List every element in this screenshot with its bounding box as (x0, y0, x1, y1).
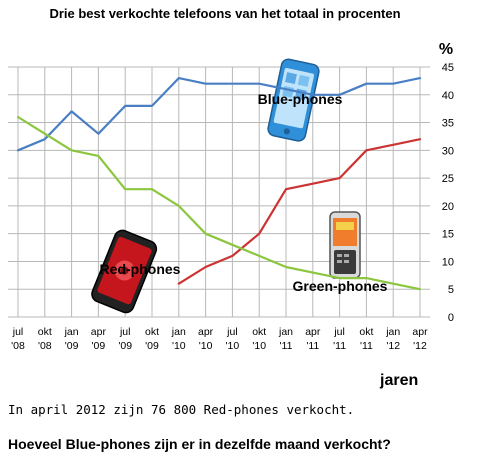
axes: 0 5 10 15 20 25 30 35 40 45 jul '08 okt '08 jan '09 apr '… (11, 41, 454, 389)
x-tick-label: '10 (226, 340, 240, 352)
y-tick-label: 20 (442, 201, 454, 213)
y-tick-label: 0 (448, 312, 454, 324)
y-tick-label: 30 (442, 145, 454, 157)
x-tick-label: '10 (172, 340, 186, 352)
y-tick-label: 5 (448, 284, 454, 296)
x-tick-label: okt (145, 326, 159, 338)
x-tick-label: apr (412, 326, 428, 338)
x-tick-label: '10 (252, 340, 266, 352)
y-tick-label: 25 (442, 173, 454, 185)
x-tick-label: '09 (92, 340, 106, 352)
x-tick-label: '11 (333, 340, 346, 352)
y-tick-label: 15 (442, 229, 454, 241)
series-line (16, 76, 422, 152)
x-tick-label: '12 (386, 340, 400, 352)
x-tick-label: jul (12, 326, 24, 338)
x-tick-label: jul (333, 326, 345, 338)
y-tick-label: 35 (442, 118, 454, 130)
series-label: Blue-phones (258, 91, 343, 107)
x-tick-label: jul (226, 326, 238, 338)
x-tick-label: okt (252, 326, 266, 338)
x-tick-label: '12 (413, 340, 427, 352)
x-tick-label: '11 (306, 340, 319, 352)
chart-title: Drie best verkochte telefoons van het to… (49, 6, 401, 21)
x-tick-label: '08 (11, 340, 25, 352)
x-tick-label: apr (198, 326, 214, 338)
x-tick-label: apr (91, 326, 107, 338)
question-text: Hoeveel Blue-phones zijn er in dezelfde … (8, 436, 391, 452)
x-tick-label: jan (171, 326, 186, 338)
x-tick-label: '09 (65, 340, 79, 352)
red-phone-icon (91, 229, 158, 314)
green-phone-icon (329, 211, 361, 279)
x-tick-label: '09 (145, 340, 159, 352)
line-chart: 0 5 10 15 20 25 30 35 40 45 jul '08 okt '08 jan '09 apr '… (8, 41, 454, 389)
phone-illustrations (91, 58, 361, 314)
series-lines (16, 76, 422, 291)
x-tick-label: '10 (199, 340, 213, 352)
series-label: Red-phones (100, 261, 181, 277)
x-tick-label: '11 (280, 340, 293, 352)
x-tick-label: jan (64, 326, 79, 338)
x-tick-label: '11 (360, 340, 373, 352)
y-axis-label: % (439, 41, 453, 58)
x-tick-label: '08 (38, 340, 52, 352)
y-tick-label: 45 (442, 62, 454, 74)
x-tick-label: jul (119, 326, 131, 338)
x-axis-label: jaren (379, 372, 418, 389)
statement-text: In april 2012 zijn 76 800 Red-phones ver… (8, 402, 355, 417)
y-tick-label: 40 (442, 90, 454, 102)
series-line (16, 115, 422, 291)
series-line (177, 138, 422, 285)
x-tick-label: jan (385, 326, 400, 338)
x-tick-label: apr (305, 326, 321, 338)
series-labels: Blue-phones Red-phones Green-phones (100, 91, 388, 294)
x-tick-label: '09 (118, 340, 132, 352)
x-tick-label: okt (359, 326, 373, 338)
y-tick-label: 10 (442, 256, 454, 268)
series-label: Green-phones (293, 278, 388, 294)
x-tick-label: okt (38, 326, 52, 338)
x-tick-label: jan (278, 326, 293, 338)
